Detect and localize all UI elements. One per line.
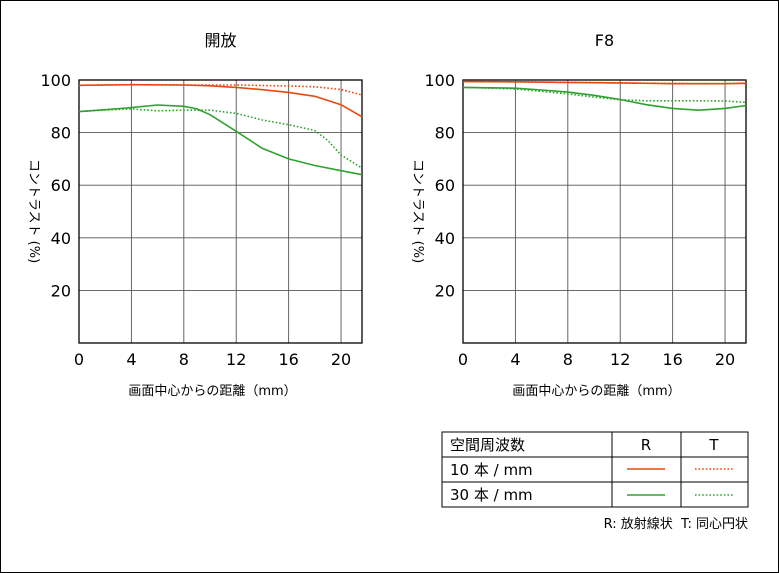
x-tick-label: 0: [74, 350, 84, 369]
x-tick-label: 12: [610, 350, 630, 369]
x-tick-label: 20: [331, 350, 351, 369]
legend-header: 空間周波数: [450, 436, 525, 454]
chart-panel-2: F8 20 40 60 80 100 0 4 8 12 16 20 画面中心からの距離（mm） コントラス…: [410, 31, 747, 399]
y-axis-label: コントラスト (%): [410, 159, 425, 263]
legend-col-t: T: [708, 436, 719, 454]
legend-col-r: R: [641, 436, 651, 454]
series-line-30-mm-t: [78, 108, 363, 169]
y-tick-label: 100: [40, 71, 71, 90]
y-tick-label: 40: [435, 229, 455, 248]
y-tick-label: 80: [435, 124, 455, 143]
x-tick-label: 4: [126, 350, 136, 369]
y-axis-label: コントラスト (%): [26, 159, 41, 263]
x-tick-label: 0: [458, 350, 468, 369]
x-tick-label: 4: [510, 350, 520, 369]
series-line-10-mm-r: [78, 83, 363, 118]
x-tick-label: 16: [278, 350, 298, 369]
y-tick-label: 20: [51, 281, 71, 300]
y-tick-label: 20: [435, 281, 455, 300]
y-tick-label: 100: [424, 71, 455, 90]
footnote: R: 放射線状 T: 同心円状: [604, 516, 748, 532]
y-tick-label: 60: [51, 176, 71, 195]
legend-table: 空間周波数 R T 10 本 / mm 30 本 / mm: [441, 431, 749, 508]
series-line-30-mm-r: [78, 104, 363, 176]
x-tick-label: 16: [662, 350, 682, 369]
x-tick-label: 8: [179, 350, 189, 369]
series-line-30-mm-r: [462, 86, 747, 111]
y-tick-label: 80: [51, 124, 71, 143]
legend-row-label: 10 本 / mm: [450, 461, 533, 479]
legend-border: [441, 431, 749, 508]
plot-area-frame: [78, 79, 363, 344]
legend-row-label: 30 本 / mm: [450, 486, 533, 504]
chart-title: 開放: [204, 31, 236, 50]
series-line-10-mm-r: [462, 80, 747, 85]
x-tick-label: 12: [226, 350, 246, 369]
x-tick-label: 8: [563, 350, 573, 369]
series-line-30-mm-t: [462, 86, 747, 104]
x-tick-label: 20: [715, 350, 735, 369]
plot-area-frame: [462, 79, 747, 344]
y-tick-label: 60: [435, 176, 455, 195]
x-axis-label: 画面中心からの距離（mm）: [128, 384, 296, 399]
y-tick-label: 40: [51, 229, 71, 248]
chart-panel-1: 開放 20 40 60 80 100 0 4 8 12 16 20 画面中心からの距離（mm） コントラス…: [26, 31, 363, 399]
x-axis-label: 画面中心からの距離（mm）: [512, 384, 680, 399]
chart-title: F8: [595, 31, 614, 50]
